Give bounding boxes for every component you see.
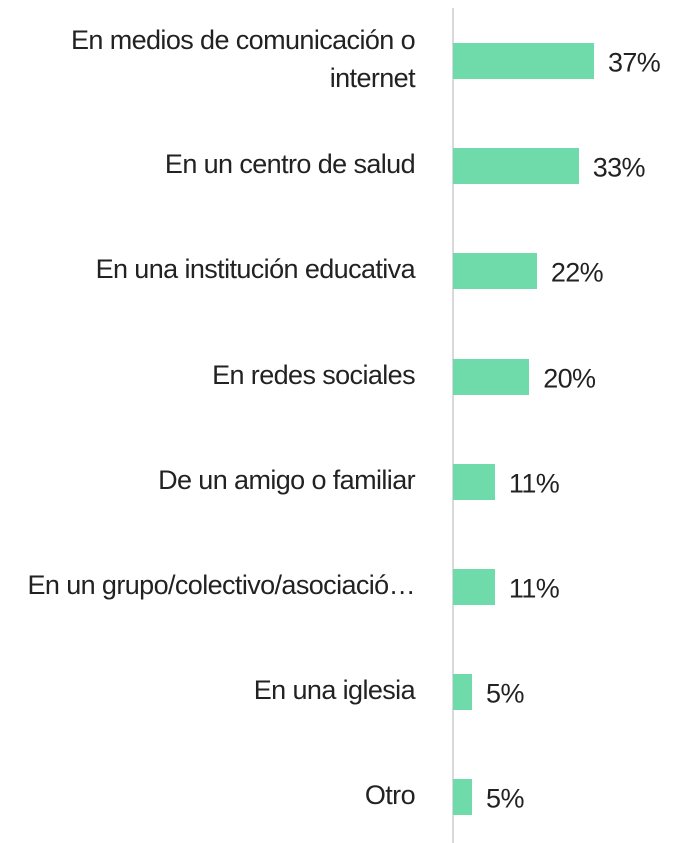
value-label: 33% bbox=[592, 152, 646, 183]
category-label: En redes sociales bbox=[212, 359, 416, 390]
value-label: 11% bbox=[508, 573, 560, 604]
category-label: En medios de comunicación o internet bbox=[70, 25, 416, 93]
bar bbox=[453, 569, 495, 605]
value-label: 5% bbox=[486, 783, 524, 814]
axis-line bbox=[452, 8, 454, 843]
category-label: En una institución educativa bbox=[95, 254, 416, 285]
category-label: En una iglesia bbox=[253, 675, 416, 706]
category-label: Otro bbox=[364, 780, 416, 811]
bar bbox=[453, 148, 579, 185]
category-label: En un grupo/colectivo/asociació… bbox=[27, 570, 415, 600]
bar bbox=[453, 253, 537, 290]
bar bbox=[453, 674, 473, 711]
value-label: 22% bbox=[550, 257, 604, 288]
category-label: De un amigo o familiar bbox=[158, 464, 416, 495]
value-label: 11% bbox=[508, 468, 560, 499]
value-label: 37% bbox=[607, 47, 661, 78]
value-label: 20% bbox=[543, 363, 596, 394]
bar bbox=[453, 463, 495, 500]
category-label: En un centro de salud bbox=[164, 149, 416, 180]
bar bbox=[453, 358, 530, 395]
bar bbox=[453, 43, 594, 79]
bar bbox=[453, 779, 473, 816]
value-label: 5% bbox=[486, 678, 524, 709]
